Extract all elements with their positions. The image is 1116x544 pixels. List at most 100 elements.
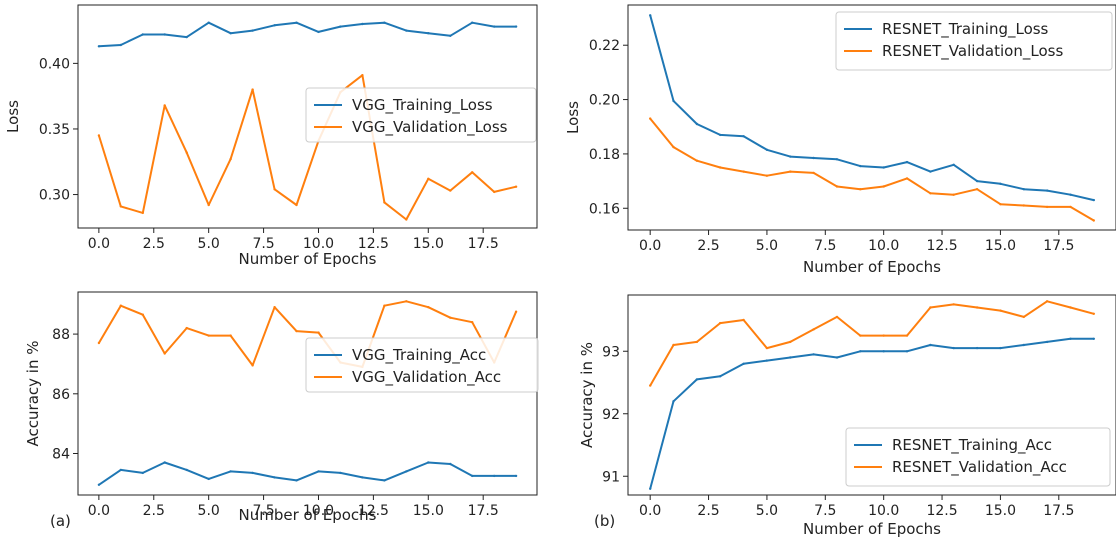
data-point — [273, 476, 276, 479]
data-point — [273, 188, 276, 191]
data-point — [449, 34, 452, 37]
data-point — [163, 33, 166, 36]
y-tick-label: 91 — [602, 469, 620, 485]
chart-3: 0.0 2.5 5.0 7.5 10.0 12.5 15.0 17.5 91 92 93 Number… — [578, 294, 1116, 538]
series-line-vgg-training-acc — [98, 461, 517, 486]
data-point — [905, 160, 909, 164]
data-point — [649, 117, 652, 120]
data-point — [649, 14, 652, 17]
data-point — [952, 303, 955, 306]
data-point — [493, 474, 496, 478]
data-point — [952, 346, 955, 350]
data-point — [273, 306, 276, 309]
data-point — [952, 163, 955, 166]
x-tick-label: 10.0 — [868, 503, 899, 519]
x-axis-label: Number of Epochs — [803, 520, 941, 538]
data-point — [905, 177, 909, 180]
data-point — [514, 25, 518, 28]
y-tick-label: 0.22 — [589, 38, 620, 54]
data-point — [251, 88, 254, 91]
data-point — [719, 133, 722, 137]
data-point — [119, 304, 123, 307]
data-point — [742, 170, 745, 173]
data-point — [339, 25, 342, 28]
data-point — [1022, 204, 1025, 207]
data-point — [361, 74, 364, 77]
data-point — [812, 328, 815, 331]
data-point — [1045, 340, 1049, 344]
y-tick-label: 0.30 — [39, 188, 70, 204]
data-point — [295, 21, 298, 24]
data-point — [1045, 205, 1049, 209]
data-point — [719, 166, 722, 169]
x-tick-label: 10.0 — [303, 503, 334, 519]
data-point — [999, 309, 1002, 312]
x-tick-label: 15.0 — [985, 238, 1016, 254]
data-point — [185, 326, 188, 330]
data-point — [812, 156, 815, 160]
plot-frame — [627, 294, 1116, 496]
legend-entry: RESNET_Training_Loss — [882, 20, 1049, 39]
data-point — [695, 159, 699, 162]
data-point — [229, 470, 232, 473]
x-tick-label: 15.0 — [413, 503, 444, 519]
data-point — [163, 104, 166, 107]
data-point — [859, 334, 862, 337]
data-point — [835, 158, 839, 161]
data-point — [251, 471, 254, 475]
x-tick-label: 17.5 — [1043, 238, 1074, 254]
data-point — [383, 21, 386, 24]
data-point — [229, 32, 232, 35]
x-tick-label: 0.0 — [88, 236, 110, 252]
data-point — [119, 43, 123, 47]
legend-box — [835, 11, 1113, 71]
data-point — [999, 203, 1002, 206]
series-line-resnet-validation-acc — [649, 300, 1095, 387]
data-point — [1022, 343, 1025, 347]
panel-label-a: (a) — [50, 512, 71, 530]
x-tick-label: 0.0 — [88, 503, 110, 519]
data-point — [317, 30, 320, 34]
x-tick-label: 7.5 — [814, 238, 836, 254]
y-tick-label: 84 — [52, 447, 70, 463]
chart-0: 0.0 2.5 5.0 7.5 10.0 12.5 15.0 17.5 0.30 0.35 0.40… — [4, 4, 538, 268]
data-point — [882, 166, 885, 169]
data-point — [835, 185, 839, 188]
data-point — [695, 122, 699, 126]
legend-entry: VGG_Validation_Loss — [352, 118, 508, 137]
data-point — [229, 334, 232, 337]
series-line-vgg-validation-loss — [97, 74, 517, 221]
data-point — [765, 148, 769, 151]
legend-box — [305, 87, 537, 143]
plot-frame — [627, 4, 1116, 231]
data-point — [789, 170, 792, 173]
y-axis-label: Accuracy in % — [578, 342, 596, 448]
data-point — [1092, 312, 1096, 315]
x-tick-label: 7.5 — [252, 503, 274, 519]
series-line-vgg-validation-acc — [98, 300, 518, 368]
y-axis-label: Loss — [564, 101, 582, 134]
data-point — [273, 24, 276, 27]
data-point — [882, 350, 885, 353]
chart-2: 0.0 2.5 5.0 7.5 10.0 12.5 15.0 17.5 0.16 0.18 0.20… — [564, 4, 1116, 276]
data-point — [427, 461, 430, 464]
data-point — [789, 356, 792, 359]
legend-entry: RESNET_Validation_Acc — [892, 458, 1067, 477]
y-tick-label: 86 — [52, 387, 70, 403]
data-point — [405, 29, 408, 32]
data-point — [383, 304, 386, 307]
data-point — [317, 331, 320, 334]
x-tick-label: 17.5 — [1043, 503, 1074, 519]
data-point — [719, 375, 722, 378]
data-point — [789, 155, 792, 158]
data-point — [672, 99, 675, 103]
data-point — [975, 179, 979, 183]
data-point — [929, 343, 932, 347]
data-point — [251, 364, 254, 367]
data-point — [1045, 189, 1049, 192]
y-tick-label: 0.18 — [589, 147, 620, 163]
data-point — [672, 343, 675, 347]
data-point — [361, 22, 364, 26]
data-point — [295, 203, 298, 207]
data-point — [119, 205, 123, 208]
